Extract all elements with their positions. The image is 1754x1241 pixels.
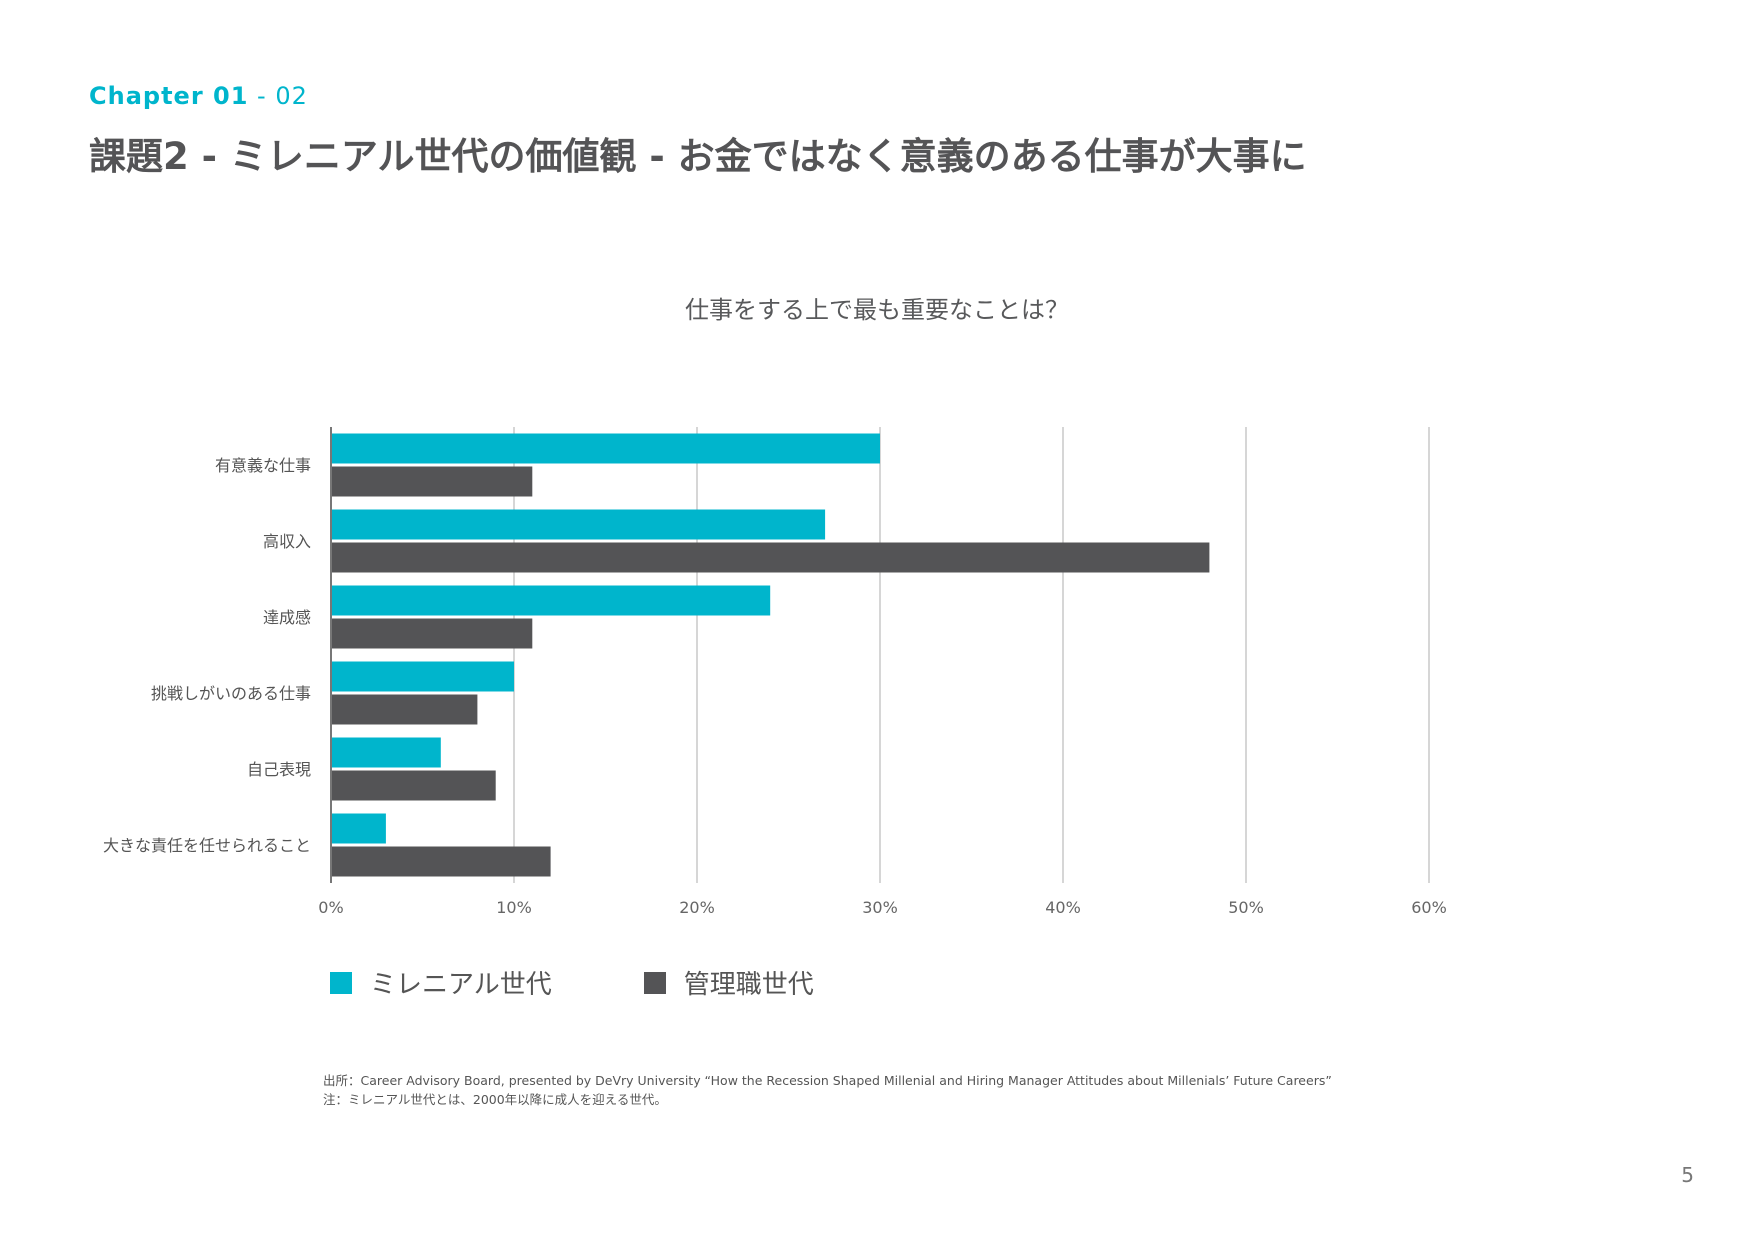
bar-millennial	[331, 661, 514, 692]
bar-manager	[331, 618, 533, 649]
x-tick-label: 50%	[1228, 898, 1264, 917]
legend-item-millennial: ミレニアル世代	[330, 964, 552, 1001]
bar-millennial	[331, 509, 826, 540]
x-tick-label: 20%	[679, 898, 715, 917]
category-label: 高収入	[263, 532, 311, 551]
source-text: 出所：Career Advisory Board, presented by D…	[323, 1073, 1332, 1088]
x-tick-label: 30%	[862, 898, 898, 917]
bar-manager	[331, 542, 1210, 573]
chapter-separator: -	[248, 82, 276, 110]
chapter-text: Chapter 01	[89, 82, 249, 110]
footnote-text: 注：ミレニアル世代とは、2000年以降に成人を迎える世代。	[323, 1092, 667, 1107]
category-label: 挑戦しがいのある仕事	[151, 684, 311, 703]
category-label: 自己表現	[247, 760, 311, 779]
chapter-label: Chapter 01 - 02	[89, 82, 308, 110]
x-tick-label: 0%	[318, 898, 343, 917]
x-tick-label: 60%	[1411, 898, 1447, 917]
category-label: 達成感	[263, 608, 311, 627]
bar-manager	[331, 846, 551, 877]
bar-millennial	[331, 585, 771, 616]
category-label: 大きな責任を任せられること	[103, 836, 311, 855]
bar-manager	[331, 694, 478, 725]
legend-label-manager: 管理職世代	[683, 970, 814, 1000]
legend-swatch-millennial	[330, 971, 352, 994]
page-title: 課題2 - ミレニアル世代の価値観 - お金ではなく意義のある仕事が大事に	[89, 135, 1307, 178]
chart-title: 仕事をする上で最も重要なことは？	[685, 296, 1069, 324]
x-tick-label: 40%	[1045, 898, 1081, 917]
bar-manager	[331, 466, 533, 497]
source-note: 出所：Career Advisory Board, presented by D…	[323, 1071, 1332, 1109]
bar-manager	[331, 770, 496, 801]
category-label: 有意義な仕事	[215, 456, 311, 475]
legend-label-millennial: ミレニアル世代	[370, 970, 552, 1000]
x-tick-label: 10%	[496, 898, 532, 917]
page-number: 5	[1681, 1163, 1694, 1187]
bar-millennial	[331, 813, 386, 844]
legend-swatch-manager	[643, 971, 666, 994]
chapter-number: 02	[275, 82, 308, 110]
legend-item-manager: 管理職世代	[643, 964, 814, 1001]
chart-legend: ミレニアル世代 管理職世代	[330, 964, 814, 1001]
bar-millennial	[331, 433, 880, 464]
bar-millennial	[331, 737, 441, 768]
